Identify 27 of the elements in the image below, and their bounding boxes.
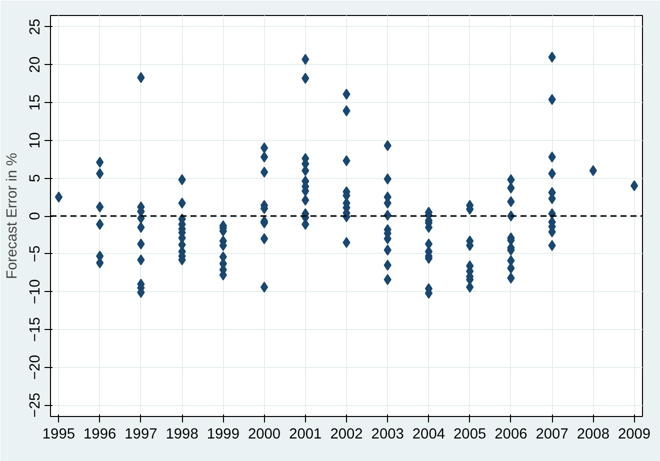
x-tick-label: 2002 bbox=[330, 426, 363, 442]
x-tick-label: 2000 bbox=[248, 426, 281, 442]
y-tick-label: −15 bbox=[28, 317, 44, 342]
x-tick-label: 2005 bbox=[454, 426, 486, 442]
y-tick-label: 10 bbox=[28, 132, 44, 148]
y-tick-label: −25 bbox=[28, 392, 44, 418]
x-tick-label: 2007 bbox=[536, 426, 568, 442]
y-tick-label: 5 bbox=[28, 174, 44, 182]
x-tick-label: 2008 bbox=[576, 426, 610, 442]
x-tick-label: 2004 bbox=[412, 426, 446, 442]
y-tick-label: 25 bbox=[28, 18, 44, 35]
x-tick-label: 1995 bbox=[42, 426, 76, 442]
x-tick-label: 2003 bbox=[371, 426, 404, 442]
x-tick-label: 1998 bbox=[166, 426, 198, 442]
x-tick-label: 2009 bbox=[618, 426, 651, 442]
y-tick-label: 0 bbox=[28, 212, 44, 220]
y-tick-label: 20 bbox=[28, 56, 44, 73]
y-axis-title: Forecast Error in % bbox=[4, 152, 20, 280]
y-tick-label: 15 bbox=[28, 94, 44, 111]
y-tick-label: −20 bbox=[28, 354, 44, 380]
x-tick-label: 2006 bbox=[494, 426, 528, 442]
x-tick-label: 1996 bbox=[84, 426, 116, 442]
x-tick-label: 1997 bbox=[124, 426, 158, 442]
x-tick-label: 2001 bbox=[289, 426, 322, 442]
y-tick-label: −10 bbox=[28, 279, 44, 304]
x-tick-label: 1999 bbox=[206, 426, 240, 442]
y-tick-label: −5 bbox=[28, 245, 44, 262]
